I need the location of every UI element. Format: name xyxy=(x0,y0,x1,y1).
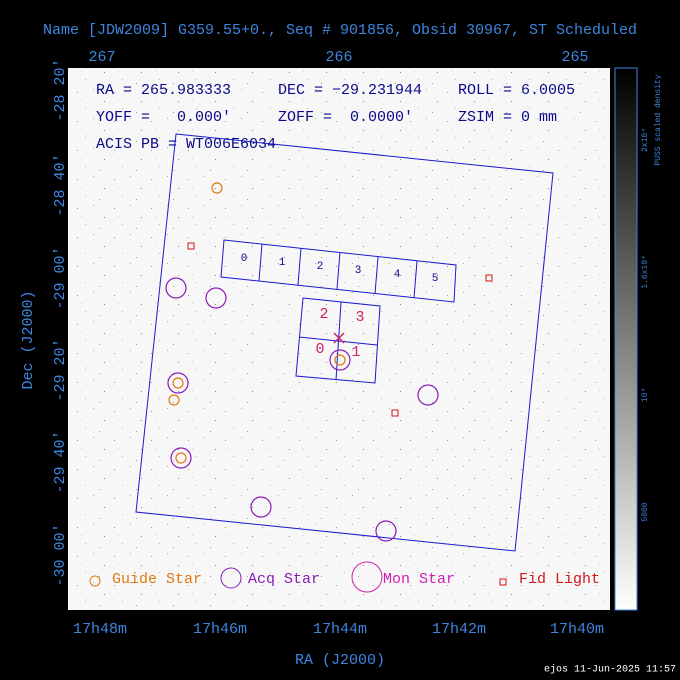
fid-lights xyxy=(187,242,493,417)
chip-label: 2 xyxy=(317,261,324,273)
acis-s xyxy=(220,239,457,303)
info-zoff: ZOFF = 0.0000' xyxy=(278,109,413,126)
footer: ejos 11-Jun-2025 11:57 xyxy=(544,664,676,676)
bottom-tick: 17h46m xyxy=(193,621,247,638)
acis-i xyxy=(295,297,381,384)
chip-label: 3 xyxy=(355,265,362,277)
legend-label: Acq Star xyxy=(248,571,320,588)
chip-label: 5 xyxy=(432,273,439,285)
legend-label: Fid Light xyxy=(519,571,600,588)
legend-marker xyxy=(89,575,101,587)
chip-label: 1 xyxy=(279,257,286,269)
colorbar-tick: 1.6x10⁴ xyxy=(641,255,650,289)
colorbar-tick: 10⁴ xyxy=(641,388,650,402)
colorbar-labels: PUSS scaled density 2x10⁴ 1.6x10⁴ 10⁴ 50… xyxy=(641,74,663,521)
top-tick: 266 xyxy=(325,49,352,66)
colorbar-tick: 2x10⁴ xyxy=(641,128,650,152)
chip-label: 3 xyxy=(355,309,364,326)
info-ra: RA = 265.983333 xyxy=(96,82,231,99)
left-ticks: -28 20' -28 40' -29 00' -29 20' -29 40' … xyxy=(20,58,69,586)
legend-label: Guide Star xyxy=(112,571,202,588)
chip-label: 0 xyxy=(315,341,324,358)
info-zsim: ZSIM = 0 mm xyxy=(458,109,557,126)
chip-label: 2 xyxy=(319,306,328,323)
top-tick: 265 xyxy=(561,49,588,66)
left-tick: -29 40' xyxy=(52,430,69,493)
y-label: Dec (J2000) xyxy=(20,290,37,389)
bottom-tick: 17h44m xyxy=(313,621,367,638)
field-outline xyxy=(135,133,554,552)
left-tick: -29 00' xyxy=(52,246,69,309)
bottom-tick: 17h40m xyxy=(550,621,604,638)
left-tick: -28 40' xyxy=(52,153,69,216)
colorbar-tick: 5000 xyxy=(641,502,650,521)
info-roll: ROLL = 6.0005 xyxy=(458,82,575,99)
guide-stars xyxy=(168,182,346,464)
chip-label: 1 xyxy=(351,344,360,361)
bottom-tick: 17h42m xyxy=(432,621,486,638)
aimpoint xyxy=(333,332,345,344)
left-tick: -30 00' xyxy=(52,523,69,586)
bottom-tick: 17h48m xyxy=(73,621,127,638)
legend-marker xyxy=(351,561,383,593)
left-tick: -29 20' xyxy=(52,338,69,401)
colorbar-title: PUSS scaled density xyxy=(654,74,663,165)
title: Name [JDW2009] G359.55+0., Seq # 901856,… xyxy=(43,22,637,39)
colorbar xyxy=(614,67,638,611)
x-label: RA (J2000) xyxy=(295,652,385,669)
fov xyxy=(135,133,554,552)
info-yoff: YOFF = 0.000' xyxy=(96,109,231,126)
acq-stars xyxy=(165,277,439,542)
chip-label: 0 xyxy=(241,253,248,265)
legend-label: Mon Star xyxy=(383,571,455,588)
legend-marker xyxy=(499,578,507,586)
top-tick: 267 xyxy=(88,49,115,66)
left-tick: -28 20' xyxy=(52,58,69,121)
legend-marker xyxy=(220,567,242,589)
info-dec: DEC = −29.231944 xyxy=(278,82,422,99)
info-acis: ACIS PB = WT006E6034 xyxy=(96,136,276,153)
chip-label: 4 xyxy=(394,269,401,281)
